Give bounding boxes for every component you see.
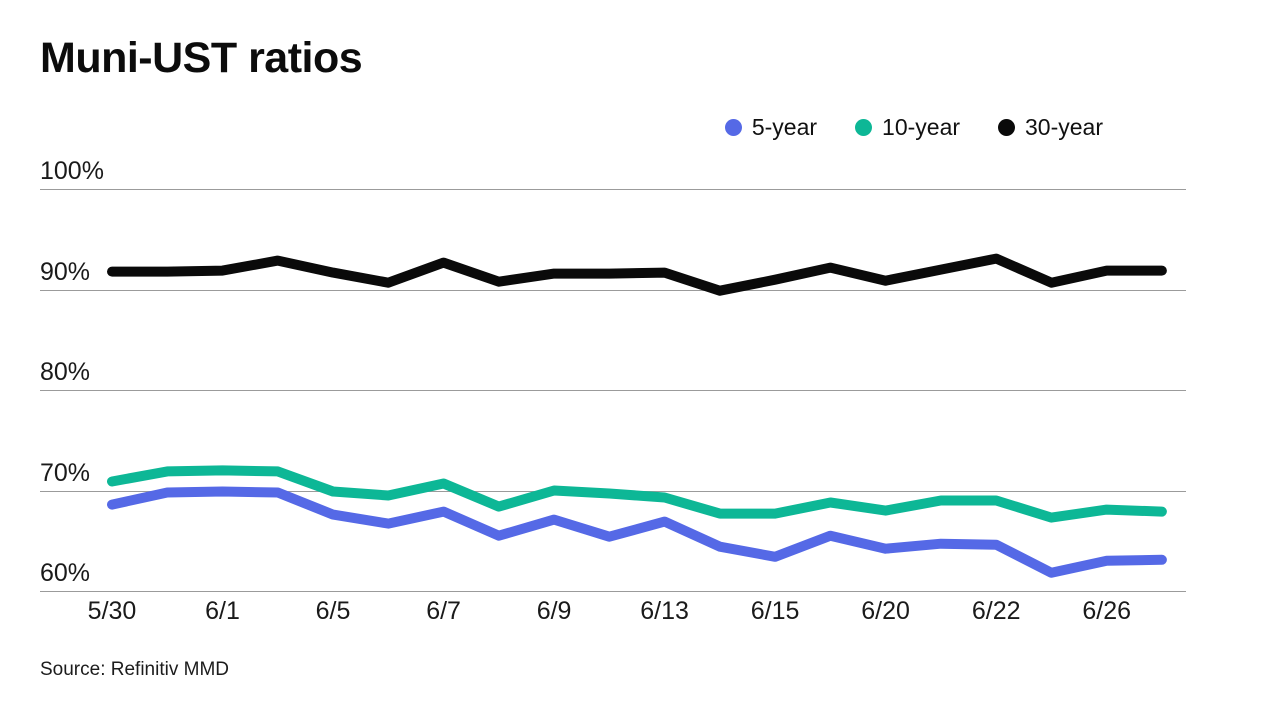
legend-dot-icon [724, 119, 742, 136]
chart-legend: 5-year 10-year 30-year [724, 114, 1103, 141]
x-tick-label: 5/30 [87, 597, 137, 625]
series-line-30-year [107, 253, 1167, 296]
series-line-10-year [107, 465, 1167, 523]
legend-label: 30-year [1025, 114, 1103, 140]
series-line-5-year [107, 486, 1167, 578]
y-tick-label: 70% [40, 458, 91, 487]
legend-item-10-year: 10-year [855, 114, 960, 141]
legend-label: 5-year [751, 114, 818, 140]
legend-dot-icon [998, 119, 1016, 136]
x-tick-label: 6/9 [536, 597, 572, 625]
x-tick-label: 6/15 [750, 597, 800, 625]
y-tick-label: 100% [40, 156, 104, 185]
x-tick-label: 6/22 [971, 597, 1021, 625]
x-tick-label: 6/5 [315, 597, 351, 625]
y-tick-label: 80% [40, 357, 91, 386]
chart-title: Muni-UST ratios [40, 34, 363, 82]
legend-item-5-year: 5-year [724, 114, 818, 141]
legend-item-30-year: 30-year [998, 114, 1103, 141]
x-tick-label: 6/26 [1082, 597, 1132, 625]
source-caption: Source: Refinitiv MMD [40, 659, 229, 680]
y-tick-label: 90% [40, 257, 91, 286]
legend-label: 10-year [882, 114, 961, 140]
x-tick-label: 6/1 [205, 597, 240, 625]
x-tick-label: 6/13 [640, 597, 689, 625]
x-tick-label: 6/7 [426, 597, 461, 625]
legend-dot-icon [855, 119, 873, 136]
y-tick-label: 60% [40, 558, 91, 587]
x-tick-label: 6/20 [861, 597, 910, 625]
